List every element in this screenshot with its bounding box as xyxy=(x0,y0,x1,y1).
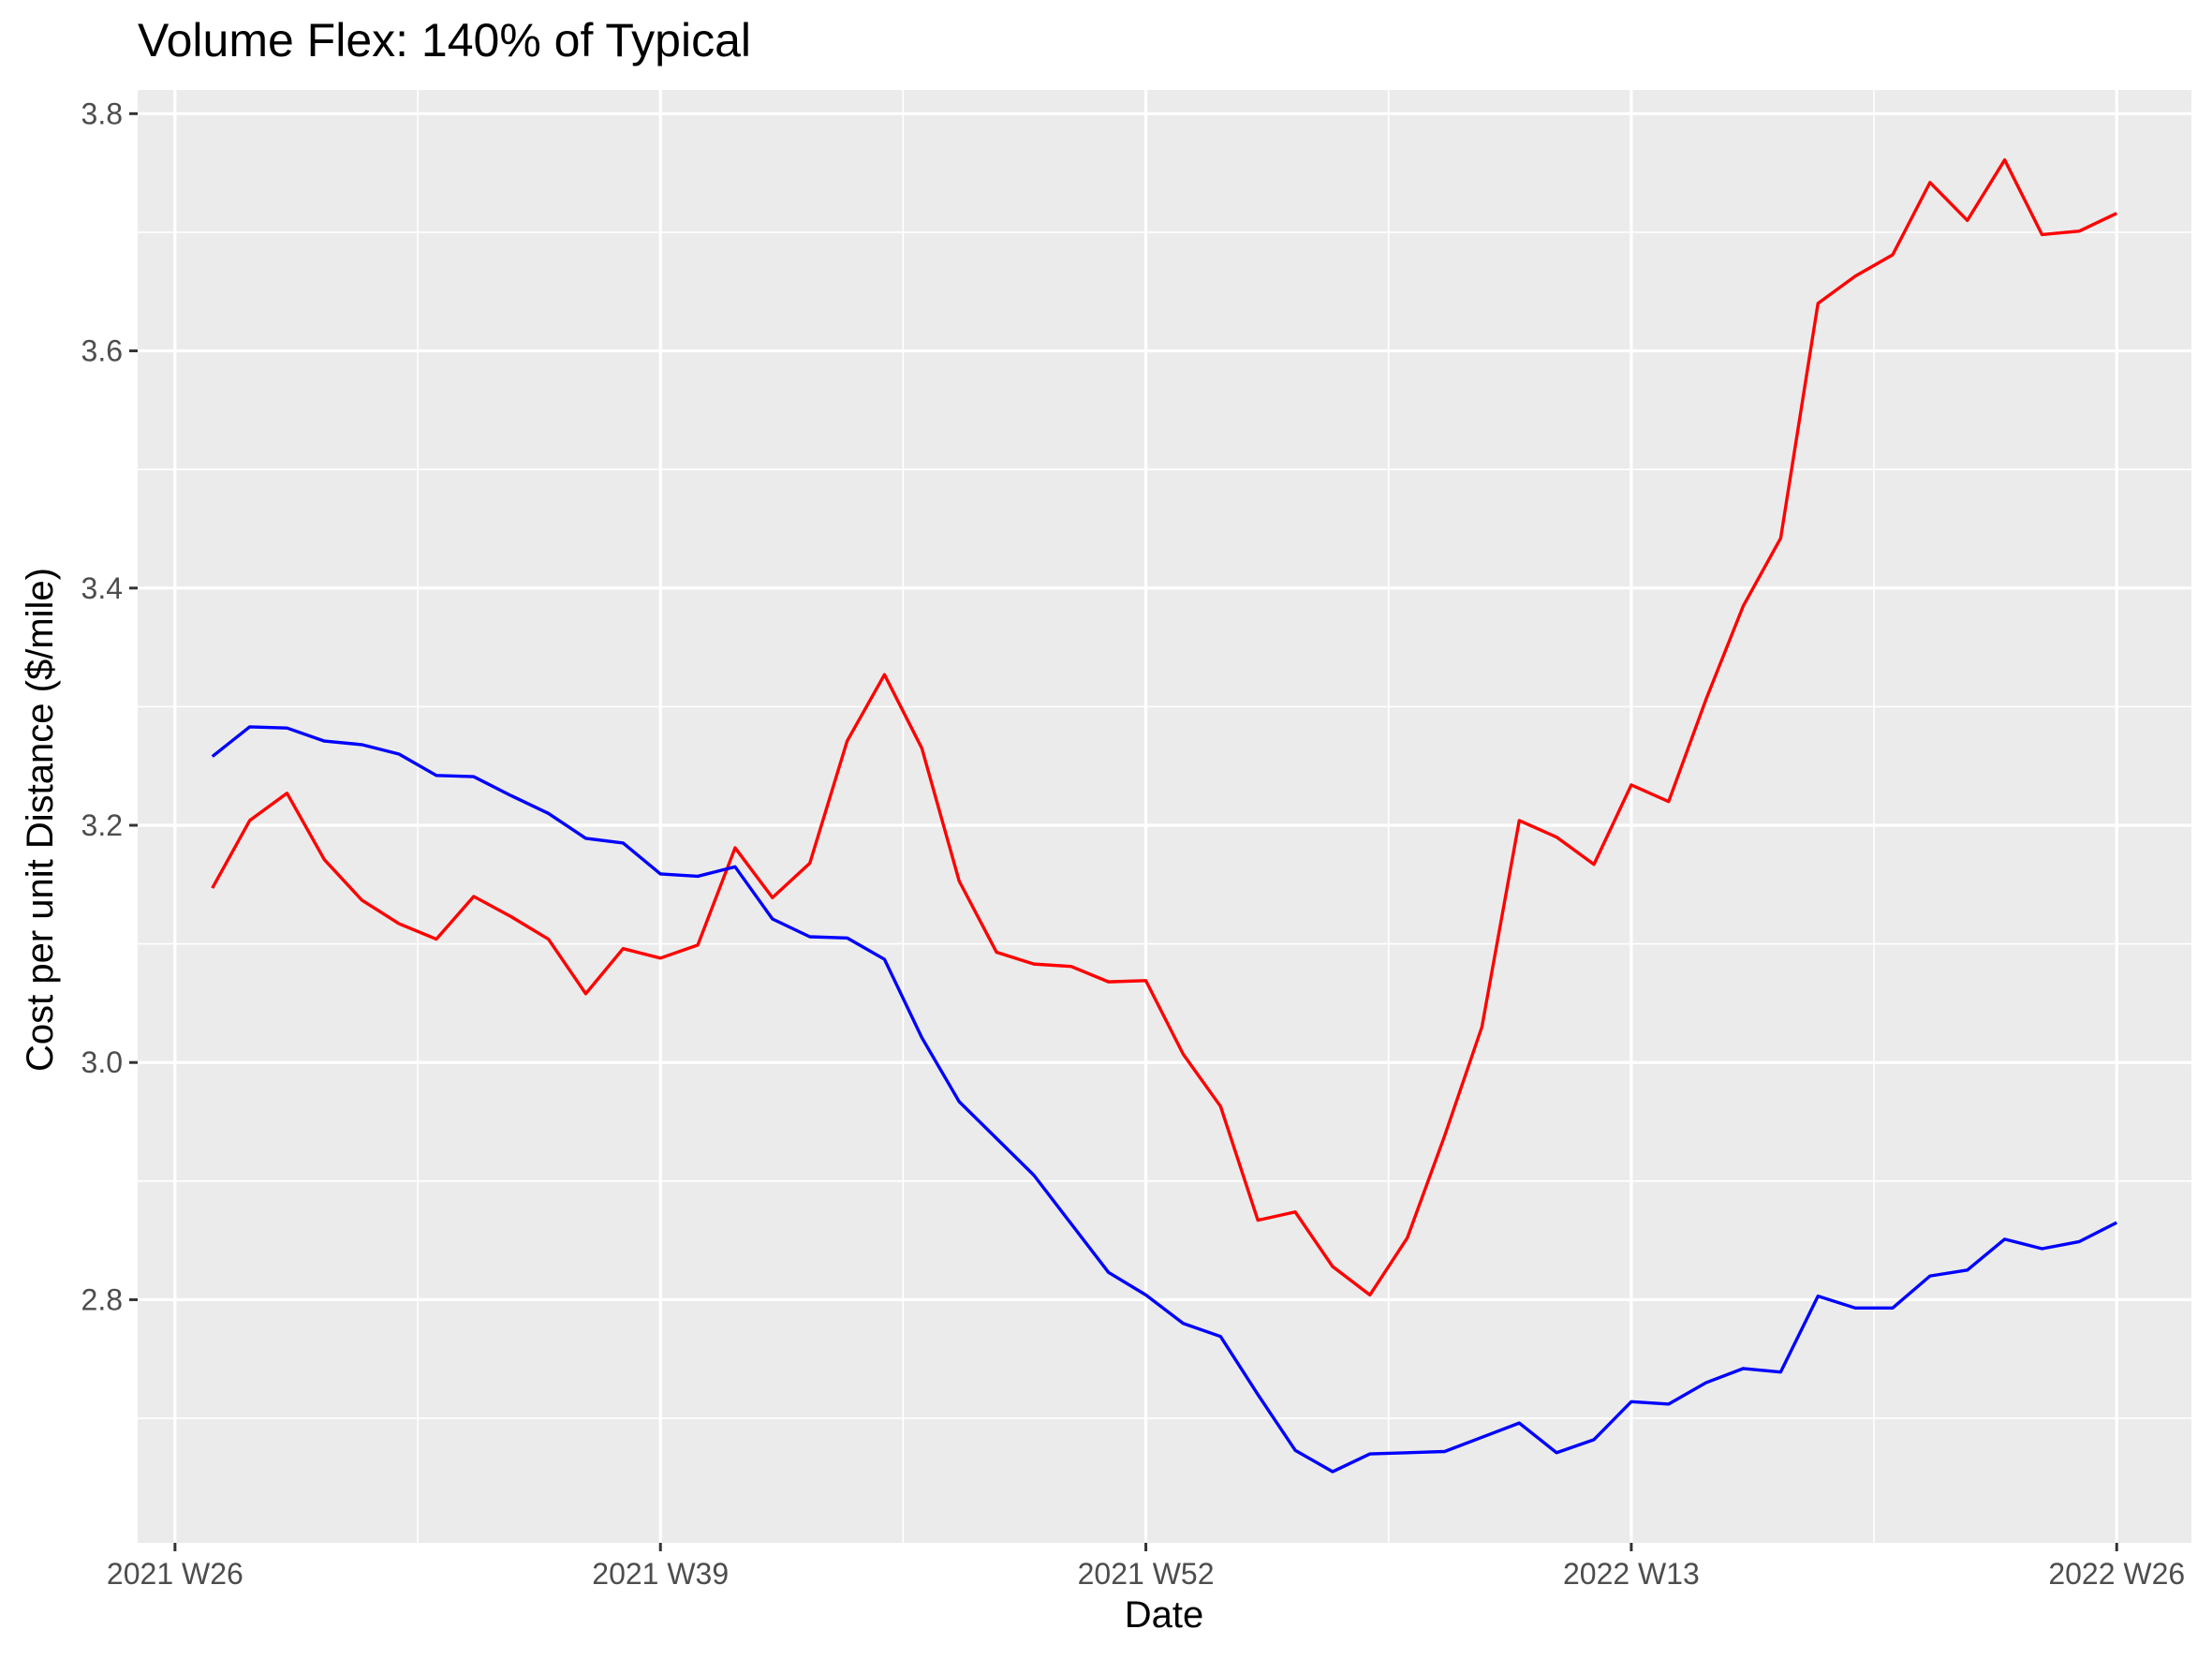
plot-panel xyxy=(138,90,2191,1543)
x-tick-label: 2022 W13 xyxy=(1563,1557,1700,1591)
y-tick-label: 3.0 xyxy=(81,1045,123,1079)
y-tick-label: 3.2 xyxy=(81,808,123,842)
minor-gridlines-y xyxy=(138,231,2191,1419)
major-gridlines-x xyxy=(173,90,2118,1543)
y-tick-label: 3.6 xyxy=(81,334,123,368)
major-gridlines-y xyxy=(138,111,2191,1302)
x-tick-label: 2021 W52 xyxy=(1078,1557,1215,1591)
y-axis: 2.8 3.0 3.2 3.4 3.6 3.8 xyxy=(81,96,138,1316)
y-tick-label: 3.8 xyxy=(81,96,123,130)
x-tick-label: 2021 W39 xyxy=(592,1557,729,1591)
y-tick-label: 2.8 xyxy=(81,1282,123,1316)
series-line-2 xyxy=(211,725,2118,1474)
y-axis-title: Cost per unit Distance ($/mile) xyxy=(20,568,61,1072)
x-tick-label: 2022 W26 xyxy=(2048,1557,2185,1591)
series-layer xyxy=(211,157,2118,1474)
x-axis-title: Date xyxy=(1125,1594,1204,1636)
x-tick-label: 2021 W26 xyxy=(107,1557,243,1591)
series-line-1 xyxy=(211,157,2117,1297)
chart-title: Volume Flex: 140% of Typical xyxy=(138,14,751,67)
y-tick-label: 3.4 xyxy=(81,571,123,605)
x-axis: 2021 W26 2021 W39 2021 W52 2022 W13 2022 W26 xyxy=(107,1543,2185,1591)
